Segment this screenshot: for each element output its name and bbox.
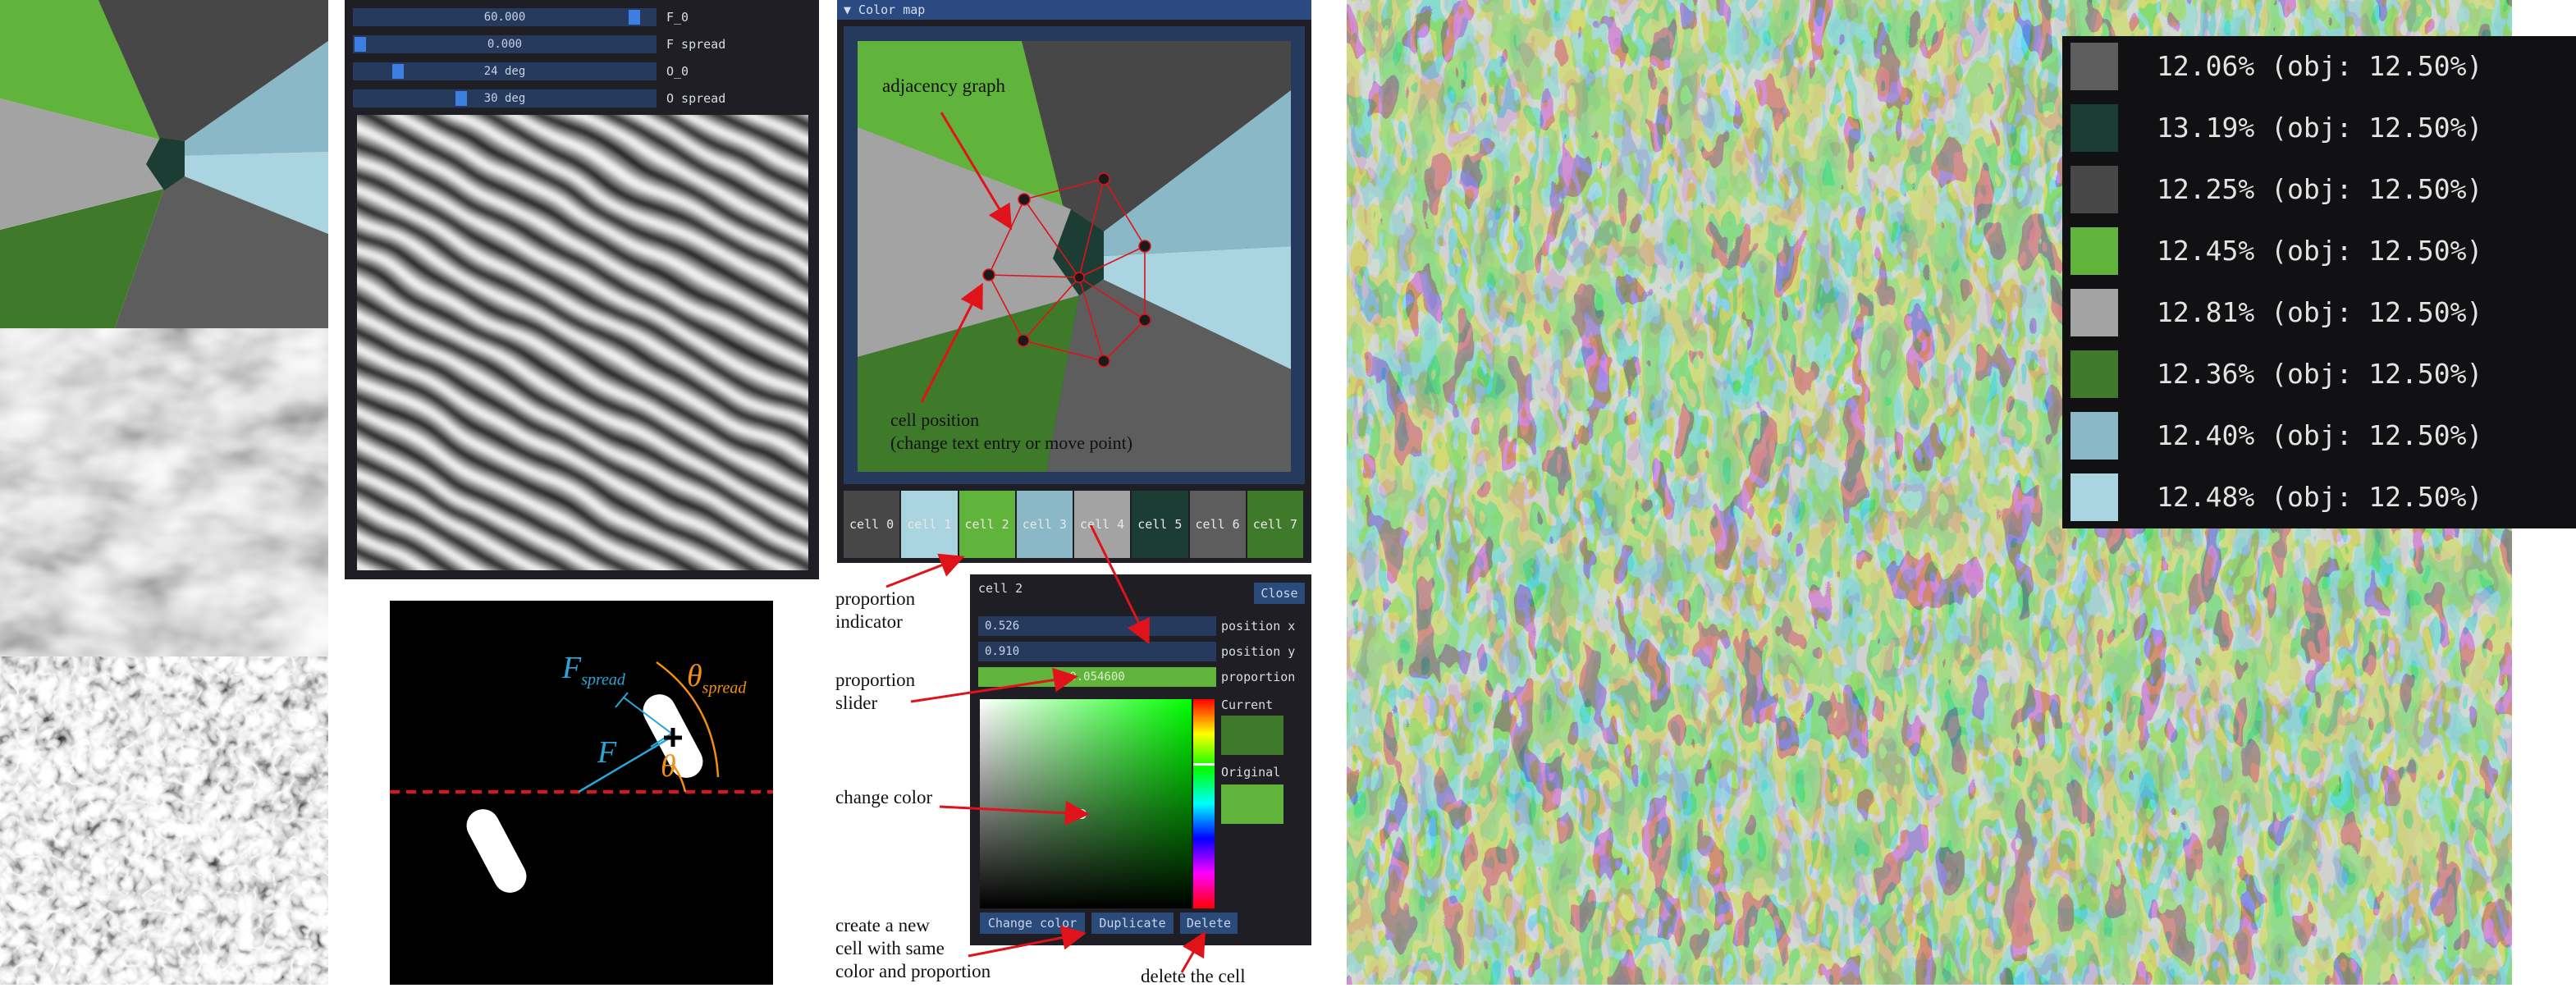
legend-swatch [2070,412,2118,460]
slider-0[interactable]: 60.000 [353,8,657,26]
slider-2[interactable]: 24 deg [353,62,657,80]
slider-grab[interactable] [629,10,641,25]
color-map-canvas[interactable]: adjacency graph cell position (change te… [858,41,1291,472]
dotted-noise-image [0,656,328,985]
position-x-label: position x [1221,619,1296,634]
theta-label: θ [661,749,676,784]
legend-row: 12.81% (obj: 12.50%) [2062,282,2571,336]
legend-text: 12.06% (obj: 12.50%) [2157,50,2483,82]
f-spread-label: Fspread [562,651,625,689]
cell-button-1[interactable]: cell 1 [901,491,958,558]
position-y-field[interactable]: 0.910 [978,642,1216,661]
cell-strip: cell 0 cell 1 cell 2 cell 3 cell 4 cell 5 cell… [844,491,1305,558]
legend-text: 12.40% (obj: 12.50%) [2157,419,2483,451]
position-x-field[interactable]: 0.526 [978,616,1216,636]
proportion-slider[interactable]: 0.054600 [978,667,1216,687]
f-label: F [597,735,617,770]
legend-row: 12.45% (obj: 12.50%) [2062,221,2571,275]
blurry-noise-image [0,328,328,656]
cell-button-0[interactable]: cell 0 [844,491,900,558]
color-map-canvas-frame: adjacency graph cell position (change te… [844,26,1305,484]
hue-marker[interactable] [1193,763,1215,766]
annotation-cell-position: cell position (change text entry or move… [890,409,1133,453]
legend-row: 12.40% (obj: 12.50%) [2062,405,2571,460]
duplicate-button[interactable]: Duplicate [1091,913,1174,934]
cell-button-6[interactable]: cell 6 [1189,491,1246,558]
legend-swatch [2070,350,2118,398]
slider-label: F spread [666,37,726,52]
legend-row: 13.19% (obj: 12.50%) [2062,98,2571,152]
slider-label: O_0 [666,64,689,79]
slider-value: 30 deg [483,92,526,105]
slider-value: 60.000 [483,11,526,24]
cell-button-3[interactable]: cell 3 [1016,491,1073,558]
close-button[interactable]: Close [1254,583,1305,604]
legend-row: 12.48% (obj: 12.50%) [2062,467,2571,521]
voronoi-colormap-image [0,0,328,328]
proportion-slider-fill [978,667,1216,687]
legend-row: 12.36% (obj: 12.50%) [2062,344,2571,398]
slider-1[interactable]: 0.000 [353,35,657,53]
legend-swatch [2070,104,2118,152]
slider-grab[interactable] [391,64,404,79]
legend-text: 12.48% (obj: 12.50%) [2157,481,2483,513]
slider-grab[interactable] [455,91,468,106]
annotation-proportion-indicator: proportion indicator [835,588,916,632]
legend-row: 12.06% (obj: 12.50%) [2062,36,2571,90]
proportion-label: proportion [1221,670,1296,684]
color-map-panel: ▼ Color map [837,0,1311,563]
legend-swatch [2070,166,2118,213]
legend-swatch [2070,473,2118,521]
orientation-panel: 60.000 F_0 0.000 F spread 24 deg O_0 30 deg O s… [345,0,819,579]
hue-bar[interactable] [1193,699,1215,908]
legend-text: 12.45% (obj: 12.50%) [2157,235,2483,267]
position-y-label: position y [1221,644,1296,659]
slider-value: 0.000 [487,38,523,51]
delete-button[interactable]: Delete [1180,913,1238,934]
cell-button-7[interactable]: cell 7 [1247,491,1303,558]
current-label: Current [1221,698,1274,712]
legend-swatch [2070,43,2118,90]
slider-label: F_0 [666,10,689,25]
slider-value: 24 deg [483,65,526,78]
legend-text: 12.81% (obj: 12.50%) [2157,296,2483,328]
theta-spread-label: θspread [687,659,747,698]
legend-text: 13.19% (obj: 12.50%) [2157,112,2483,144]
annotation-change-color: change color [835,787,933,807]
annotation-delete-cell: delete the cell [1141,966,1246,986]
annotation-arrows [885,525,1206,973]
legend-text: 12.36% (obj: 12.50%) [2157,358,2483,390]
slider-label: O spread [666,91,726,106]
current-color-swatch [1221,716,1283,755]
legend-swatch [2070,227,2118,275]
legend-row: 12.25% (obj: 12.50%) [2062,159,2571,213]
slider-3[interactable]: 30 deg [353,89,657,107]
gabor-noise-preview [357,115,808,570]
legend-text: 12.25% (obj: 12.50%) [2157,173,2483,205]
annotation-adjacency-graph: adjacency graph [882,75,1006,96]
proportion-legend: 12.06% (obj: 12.50%) 13.19% (obj: 12.50%)… [2062,36,2576,528]
slider-grab[interactable] [355,37,366,52]
color-map-header[interactable]: ▼ Color map [837,0,1311,20]
original-label: Original [1221,765,1281,780]
cell-button-2[interactable]: cell 2 [959,491,1015,558]
legend-swatch [2070,289,2118,336]
annotation-proportion-slider: proportion slider [835,670,916,713]
cell-button-5[interactable]: cell 5 [1132,491,1188,558]
proportion-value: 0.054600 [1069,670,1125,684]
spectrum-diagram: Fspread F θspread θ [390,601,773,985]
cell-editor-title: cell 2 [978,581,1023,596]
original-color-swatch [1221,784,1283,824]
annotation-create-cell: create a new cell with same color and prop… [835,915,991,981]
